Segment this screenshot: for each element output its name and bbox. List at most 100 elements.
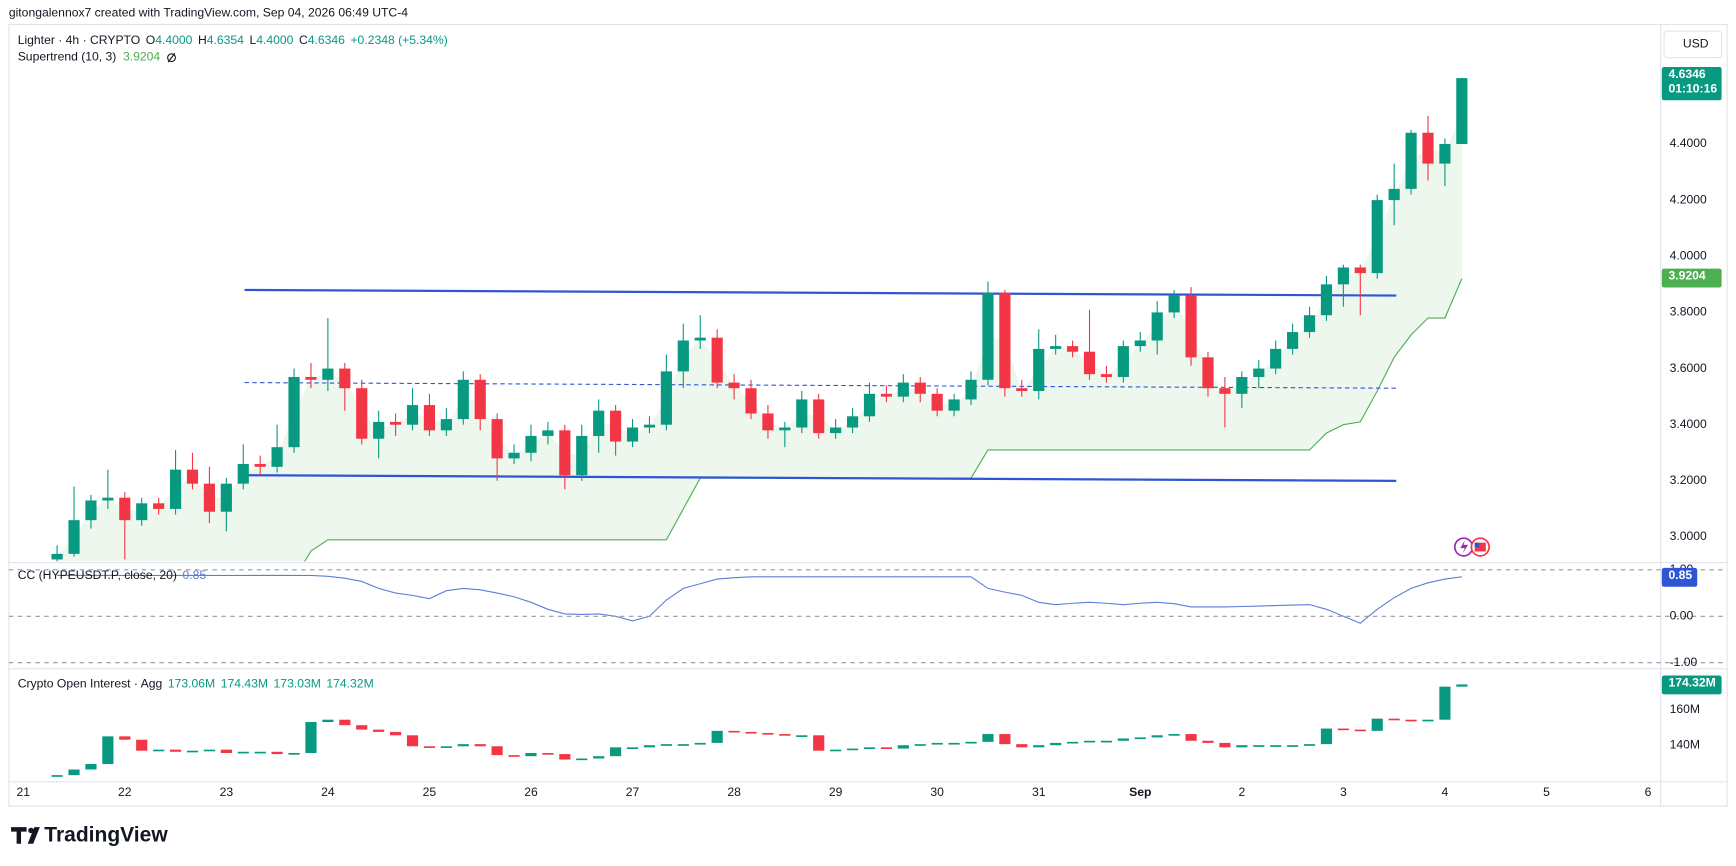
- candle-body: [1083, 351, 1096, 375]
- legend-value: 4.6354: [207, 33, 244, 47]
- oi-candle: [1287, 745, 1299, 747]
- oi-value: 174.43M: [221, 677, 268, 691]
- event-icons[interactable]: [1453, 537, 1490, 557]
- candle-body: [1100, 374, 1113, 377]
- oi-candle: [457, 744, 469, 747]
- oi-candle: [1100, 740, 1113, 743]
- candle-body: [220, 483, 232, 512]
- candle-body: [1320, 284, 1333, 316]
- oi-candle: [863, 747, 876, 750]
- oi-candle: [779, 734, 791, 736]
- currency-button[interactable]: [1663, 30, 1723, 59]
- candle-body: [1185, 295, 1197, 358]
- oi-candle: [119, 736, 131, 740]
- candle-body: [305, 376, 317, 380]
- oi-candle: [660, 744, 672, 746]
- candle-body: [999, 292, 1011, 389]
- candle-body: [390, 421, 402, 425]
- oi-candle: [220, 749, 232, 754]
- candle-body: [440, 419, 452, 431]
- oi-badge: 174.32M: [1668, 676, 1715, 690]
- candle-body: [1117, 346, 1129, 377]
- oi-candle: [203, 749, 216, 752]
- candle-body: [948, 399, 960, 411]
- candle-body: [1287, 332, 1299, 349]
- y-tick-label: 3.0000: [1670, 529, 1707, 543]
- candle-body: [1456, 78, 1468, 144]
- y-tick-label: 3.8000: [1670, 305, 1707, 319]
- cc-value: 0.85: [182, 568, 206, 582]
- y-tick-label: 160M: [1670, 702, 1700, 716]
- candle-body: [339, 368, 351, 389]
- oi-candle: [559, 754, 571, 760]
- x-tick-label: 30: [930, 785, 944, 799]
- trend-line: [244, 288, 1397, 297]
- oi-candle: [914, 744, 926, 746]
- candle-body: [1236, 376, 1248, 394]
- legend-symbol: Lighter · 4h · CRYPTO: [18, 33, 141, 47]
- candle-body: [1168, 295, 1180, 313]
- candle-body: [1151, 312, 1163, 341]
- oi-candle: [1270, 745, 1282, 747]
- x-tick-label: 6: [1645, 785, 1652, 799]
- oi-candle: [1303, 744, 1316, 746]
- y-tick-label: 4.4000: [1670, 136, 1707, 150]
- oi-candle: [610, 747, 622, 757]
- oi-pane: [51, 684, 1468, 777]
- cc-legend: CC (HYPEUSDT.P, close, 20) 0.85: [18, 568, 207, 582]
- oi-candle: [1134, 737, 1146, 740]
- candle-body: [423, 405, 436, 431]
- oi-candle: [965, 741, 977, 744]
- oi-candle: [474, 744, 486, 747]
- candle-body: [728, 382, 740, 389]
- candle-body: [846, 416, 859, 428]
- candle-body: [1202, 357, 1214, 389]
- candle-body: [779, 427, 791, 431]
- candle-body: [271, 447, 283, 467]
- indicator-legend: Supertrend (10, 3) 3.9204: [18, 50, 161, 64]
- x-tick-label: 2: [1238, 785, 1245, 799]
- candle-body: [186, 469, 199, 484]
- candle-body: [897, 382, 909, 397]
- legend-value: 4.6346: [308, 33, 345, 47]
- oi-candle: [136, 739, 148, 751]
- cc-badge: 0.85: [1668, 568, 1692, 582]
- oi-candle: [846, 748, 859, 751]
- oi-candle: [85, 763, 97, 770]
- x-tick-label: 28: [727, 785, 741, 799]
- oi-candle: [525, 753, 537, 757]
- oi-candle: [423, 746, 436, 748]
- brand-logo: [11, 827, 40, 844]
- candle-body: [813, 399, 825, 434]
- flag-glyph: [1474, 542, 1480, 548]
- candle-body: [491, 419, 503, 459]
- candle-body: [796, 399, 808, 428]
- candle-body: [559, 430, 571, 476]
- legend-change: +0.2348 (+5.34%): [350, 33, 447, 47]
- candle-body: [931, 393, 943, 411]
- candle-body: [1033, 348, 1045, 392]
- event-icon-glyph: [1460, 540, 1469, 554]
- currency-label[interactable]: USD: [1683, 37, 1709, 51]
- candle-body: [1050, 346, 1062, 349]
- oi-candle: [1016, 744, 1028, 748]
- oi-candle: [999, 734, 1011, 745]
- candle-body: [457, 379, 469, 420]
- candle-body: [237, 464, 249, 484]
- candle-body: [254, 464, 266, 467]
- oi-candle: [880, 747, 892, 750]
- oi-candle: [153, 749, 165, 752]
- oi-legend: Crypto Open Interest · Agg 173.06M 174.43M…: [18, 677, 374, 691]
- x-tick-label: 24: [321, 785, 335, 799]
- x-tick-label: 3: [1340, 785, 1347, 799]
- y-tick-label: 4.0000: [1670, 248, 1707, 262]
- legend-key: H: [198, 33, 207, 47]
- x-tick-label: 5: [1543, 785, 1550, 799]
- legend-value: 4.4000: [155, 33, 192, 47]
- oi-candle: [356, 725, 368, 730]
- oi-candle: [305, 722, 317, 754]
- candle-body: [1422, 132, 1434, 164]
- oi-candle: [931, 742, 943, 745]
- candle-body: [102, 497, 114, 501]
